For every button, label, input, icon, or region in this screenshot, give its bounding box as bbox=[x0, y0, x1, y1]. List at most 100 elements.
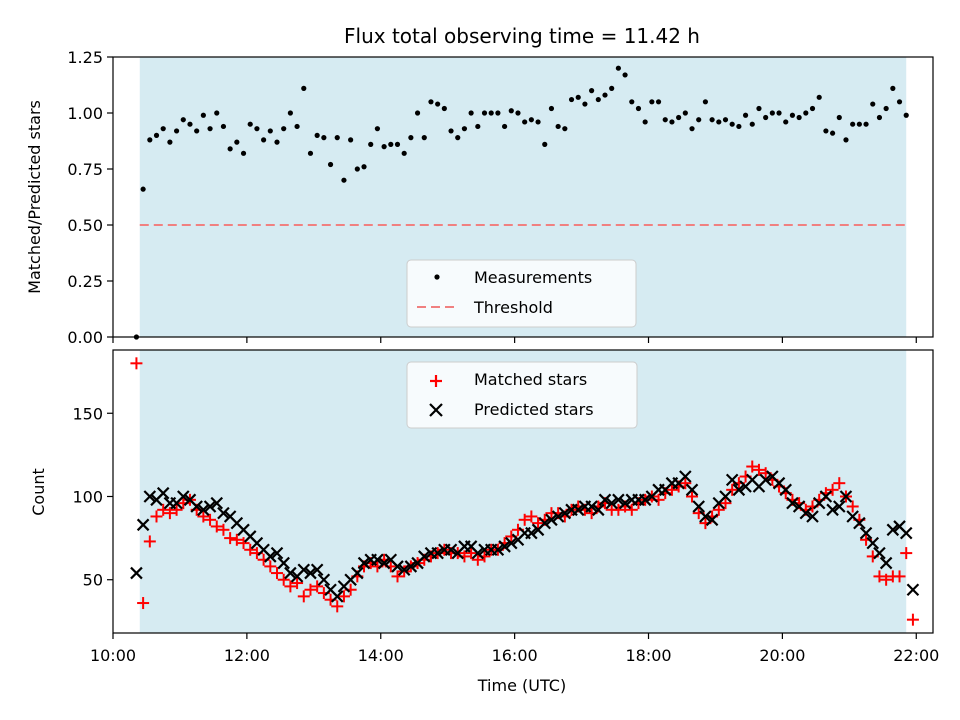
measurement-point bbox=[428, 99, 434, 105]
predicted-star-point bbox=[558, 506, 572, 520]
count-axes-frame bbox=[112, 349, 934, 634]
predicted-star-point bbox=[143, 490, 157, 503]
predicted-star-point bbox=[397, 563, 411, 577]
measurement-point bbox=[361, 164, 367, 170]
measurement-point bbox=[200, 112, 206, 118]
measurement-point bbox=[287, 110, 293, 116]
measurement-point bbox=[883, 105, 889, 112]
predicted-star-point bbox=[284, 566, 297, 580]
predicted-star-point bbox=[377, 556, 391, 570]
matched-star-point bbox=[719, 497, 732, 510]
measurement-point bbox=[816, 94, 822, 100]
measurement-point bbox=[153, 132, 160, 138]
predicted-star-point bbox=[357, 556, 371, 570]
measurement-point bbox=[629, 99, 635, 105]
matched-star-point bbox=[204, 513, 217, 526]
predicted-star-point bbox=[592, 503, 605, 517]
measurement-point bbox=[742, 112, 749, 118]
measurement-point bbox=[508, 108, 514, 114]
threshold-legend-label: Threshold bbox=[473, 298, 553, 317]
measurement-point bbox=[401, 150, 407, 156]
matched-star-point bbox=[665, 483, 678, 496]
measurement-point bbox=[321, 135, 327, 141]
measurement-point bbox=[589, 88, 595, 94]
x-tick-label: 18:00 bbox=[625, 646, 671, 665]
measurement-point bbox=[227, 146, 233, 152]
predicted-star-point bbox=[571, 503, 585, 517]
predicted-star-point bbox=[330, 590, 344, 603]
matched-star-point bbox=[197, 510, 210, 523]
matched-star-point bbox=[391, 570, 404, 583]
predicted-star-point bbox=[203, 500, 217, 513]
measurement-point bbox=[548, 105, 555, 112]
measurement-point bbox=[194, 128, 200, 134]
measurement-point bbox=[314, 132, 320, 138]
measurement-point bbox=[421, 135, 427, 141]
predicted-star-point bbox=[873, 546, 886, 560]
measurement-point bbox=[635, 105, 642, 112]
measurement-point bbox=[856, 121, 862, 127]
matched-star-point bbox=[224, 532, 237, 545]
predicted-star-point bbox=[692, 500, 705, 513]
matched-star-point bbox=[217, 523, 230, 536]
ratio-x-ticks bbox=[112, 337, 917, 343]
predicted-star-point bbox=[310, 563, 324, 577]
measurement-point bbox=[803, 110, 809, 116]
measurement-point bbox=[261, 137, 267, 143]
matched-star-point bbox=[244, 543, 257, 556]
predicted-star-point bbox=[491, 543, 505, 557]
measurement-point bbox=[689, 126, 695, 132]
measurement-point bbox=[890, 85, 896, 91]
predicted-star-point bbox=[806, 510, 819, 523]
predicted-star-point bbox=[264, 550, 277, 563]
measurement-point bbox=[896, 99, 903, 105]
matched-star-point bbox=[291, 577, 304, 590]
measurement-point bbox=[247, 121, 253, 127]
measurement-point bbox=[334, 135, 340, 141]
matched-star-point bbox=[893, 570, 906, 583]
ratio-legend-box bbox=[406, 259, 637, 328]
predicted-star-point bbox=[853, 516, 866, 530]
measurement-point bbox=[649, 99, 655, 105]
matched-legend-marker bbox=[430, 375, 442, 387]
predicted-star-point bbox=[351, 566, 364, 580]
matched-star-point bbox=[873, 570, 886, 583]
measurements-legend-label: Measurements bbox=[474, 268, 592, 287]
count-y-tick-label: 100 bbox=[72, 487, 103, 506]
predicted-star-point bbox=[210, 496, 224, 510]
measurement-point bbox=[515, 110, 521, 116]
measurement-point bbox=[863, 121, 869, 127]
predicted-star-point bbox=[317, 573, 331, 587]
measurement-point bbox=[809, 105, 816, 112]
measurement-point bbox=[722, 117, 729, 123]
measurement-points bbox=[133, 65, 909, 340]
predicted-star-point bbox=[699, 510, 712, 523]
matched-star-point bbox=[170, 503, 183, 516]
measurement-point bbox=[341, 177, 347, 183]
matched-star-point bbox=[398, 565, 411, 578]
measurement-point bbox=[702, 99, 709, 105]
matched-star-point bbox=[337, 590, 350, 603]
predicted-star-point bbox=[391, 560, 404, 573]
predicted-star-point bbox=[498, 540, 511, 553]
predicted-legend-label: Predicted stars bbox=[474, 400, 594, 419]
measurement-point bbox=[388, 141, 394, 147]
measurement-point bbox=[769, 110, 775, 116]
measurement-point bbox=[709, 117, 715, 123]
measurement-point bbox=[147, 137, 153, 143]
count-x-ticks: 10:00 12:00 14:00 16:00 18:00 20:00 22:00 bbox=[90, 633, 939, 665]
matched-star-point bbox=[900, 547, 913, 560]
measurement-point bbox=[568, 96, 575, 103]
measurement-point bbox=[749, 121, 755, 127]
measurement-point bbox=[374, 126, 381, 132]
predicted-star-point bbox=[585, 500, 598, 513]
matched-star-point bbox=[679, 477, 692, 490]
measurement-point bbox=[354, 166, 360, 172]
measurement-point bbox=[615, 65, 621, 71]
predicted-star-point bbox=[819, 490, 833, 503]
predicted-star-point bbox=[217, 506, 230, 520]
x-tick-label: 14:00 bbox=[358, 646, 404, 665]
measurement-point bbox=[414, 110, 421, 116]
predicted-star-point bbox=[545, 513, 558, 527]
